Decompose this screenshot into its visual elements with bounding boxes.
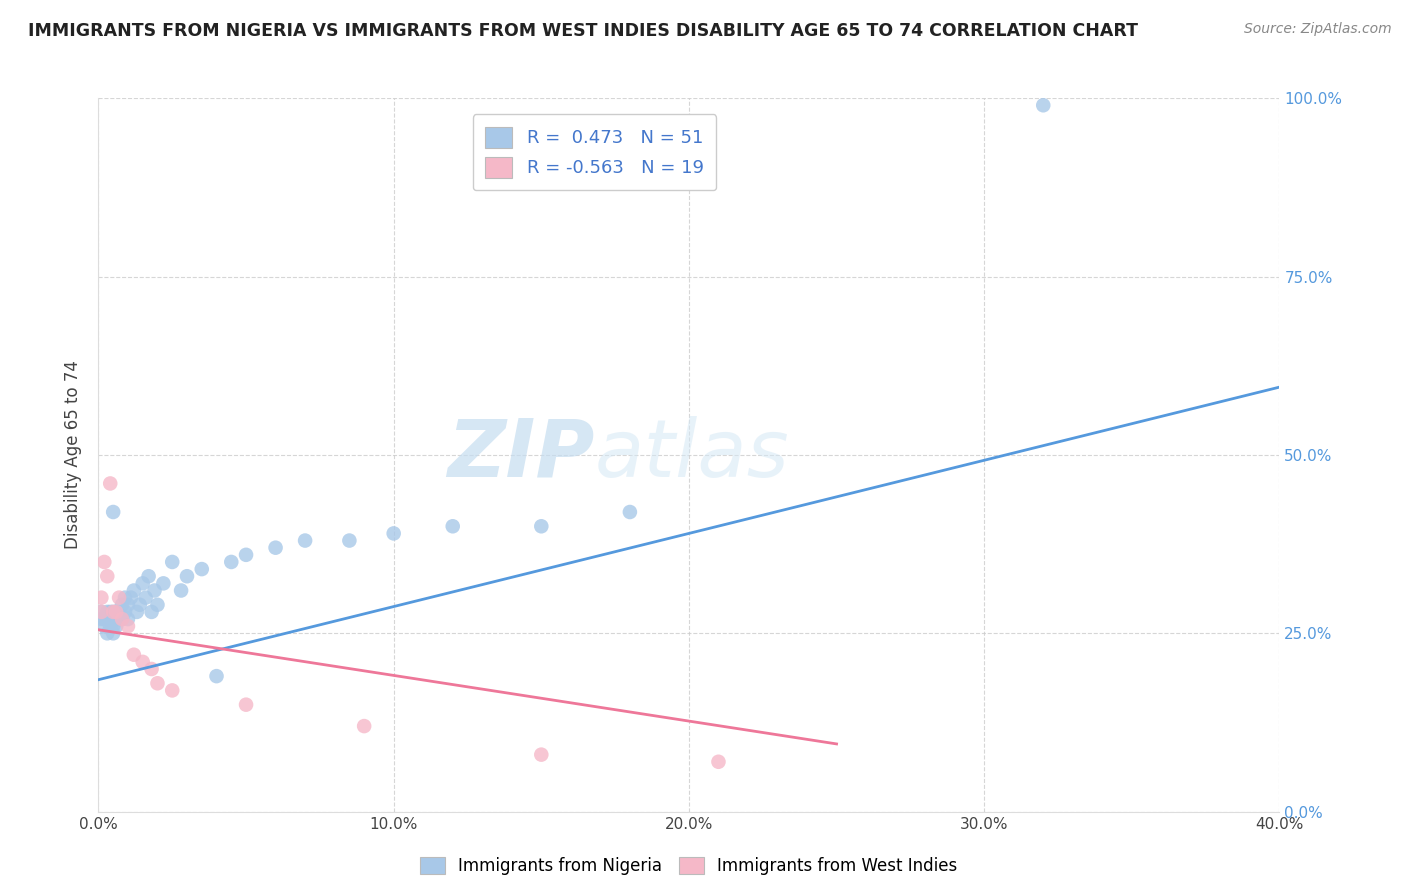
Point	[117, 612, 139, 626]
Point	[96, 612, 118, 626]
Point	[117, 619, 139, 633]
Point	[339, 533, 360, 548]
Point	[441, 519, 464, 533]
Point	[114, 591, 136, 605]
Point	[98, 605, 121, 619]
Point	[105, 605, 128, 619]
Point	[132, 576, 155, 591]
Point	[141, 662, 163, 676]
Point	[103, 626, 125, 640]
Y-axis label: Disability Age 65 to 74: Disability Age 65 to 74	[65, 360, 83, 549]
Point	[103, 505, 125, 519]
Point	[105, 605, 128, 619]
Point	[125, 605, 148, 619]
Point	[146, 676, 169, 690]
Point	[235, 548, 257, 562]
Point	[219, 555, 242, 569]
Point	[191, 562, 214, 576]
Point	[120, 591, 142, 605]
Point	[108, 605, 131, 619]
Point	[96, 626, 118, 640]
Point	[90, 605, 112, 619]
Point	[93, 555, 115, 569]
Point	[98, 476, 121, 491]
Point	[141, 605, 163, 619]
Point	[111, 612, 134, 626]
Point	[162, 555, 183, 569]
Point	[122, 648, 145, 662]
Point	[264, 541, 287, 555]
Point	[128, 598, 150, 612]
Point	[90, 591, 112, 605]
Point	[111, 598, 134, 612]
Text: ZIP: ZIP	[447, 416, 595, 494]
Point	[530, 519, 553, 533]
Point	[170, 583, 193, 598]
Point	[93, 612, 115, 626]
Point	[205, 669, 228, 683]
Point	[382, 526, 405, 541]
Point	[114, 605, 136, 619]
Point	[105, 619, 128, 633]
Point	[103, 619, 125, 633]
Point	[235, 698, 257, 712]
Point	[146, 598, 169, 612]
Text: atlas: atlas	[595, 416, 789, 494]
Point	[111, 612, 134, 626]
Point	[707, 755, 730, 769]
Legend: Immigrants from Nigeria, Immigrants from West Indies: Immigrants from Nigeria, Immigrants from…	[411, 847, 967, 886]
Point	[132, 655, 155, 669]
Point	[1032, 98, 1054, 112]
Point	[353, 719, 375, 733]
Point	[98, 612, 121, 626]
Point	[90, 605, 112, 619]
Point	[103, 605, 125, 619]
Point	[122, 583, 145, 598]
Point	[162, 683, 183, 698]
Point	[93, 619, 115, 633]
Point	[117, 598, 139, 612]
Point	[294, 533, 316, 548]
Point	[96, 569, 118, 583]
Point	[530, 747, 553, 762]
Point	[619, 505, 641, 519]
Point	[176, 569, 198, 583]
Point	[143, 583, 166, 598]
Point	[108, 591, 131, 605]
Point	[98, 619, 121, 633]
Point	[135, 591, 157, 605]
Text: Source: ZipAtlas.com: Source: ZipAtlas.com	[1244, 22, 1392, 37]
Point	[152, 576, 174, 591]
Point	[138, 569, 160, 583]
Point	[96, 605, 118, 619]
Point	[105, 612, 128, 626]
Point	[108, 612, 131, 626]
Point	[90, 612, 112, 626]
Text: IMMIGRANTS FROM NIGERIA VS IMMIGRANTS FROM WEST INDIES DISABILITY AGE 65 TO 74 C: IMMIGRANTS FROM NIGERIA VS IMMIGRANTS FR…	[28, 22, 1137, 40]
Point	[103, 605, 125, 619]
